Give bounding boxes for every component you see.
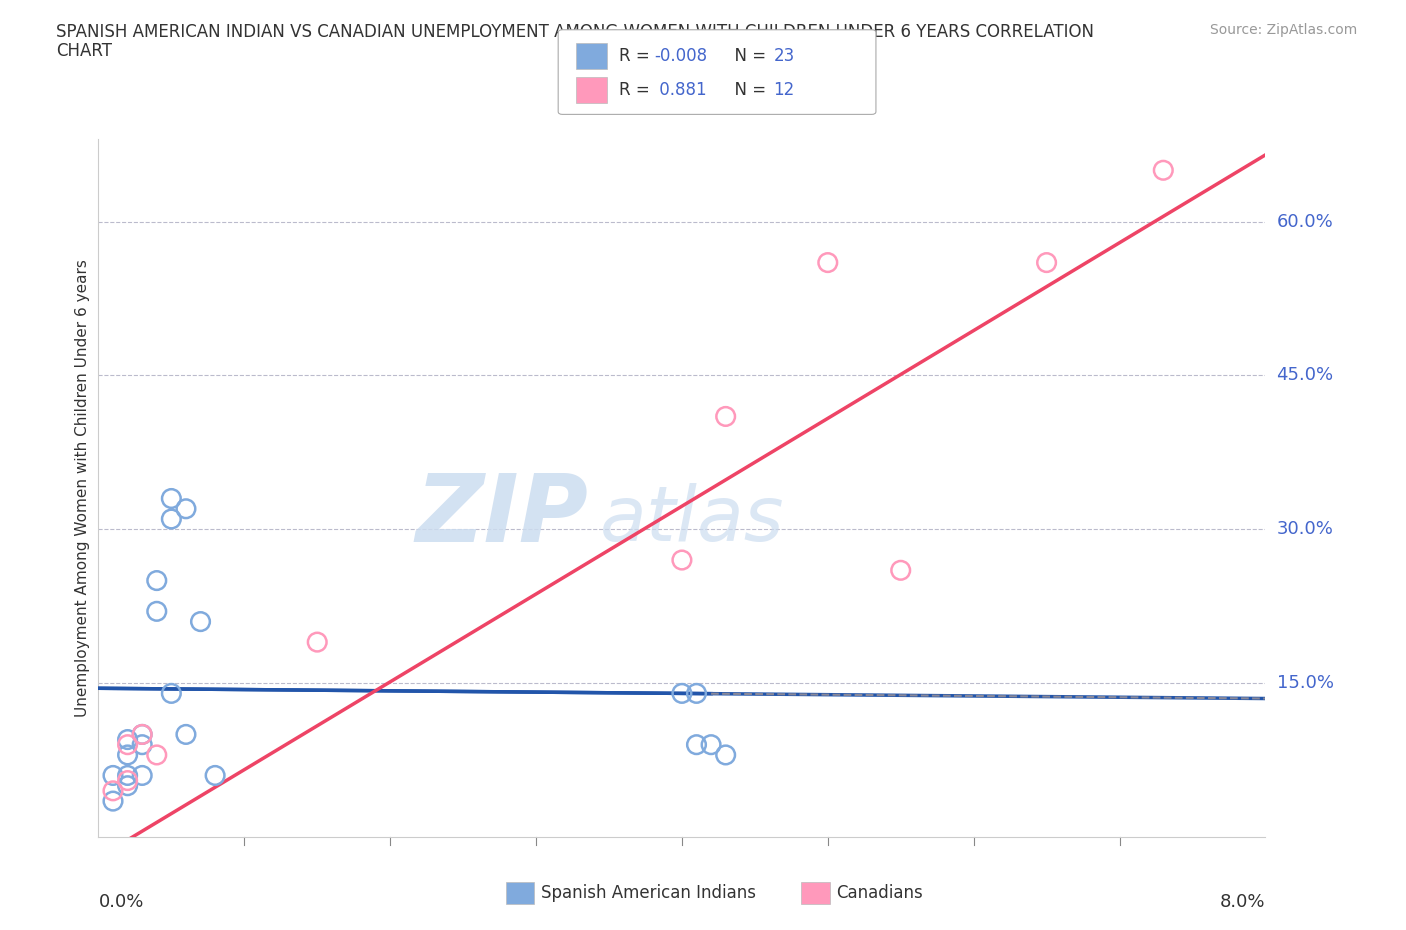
Text: N =: N = — [724, 46, 772, 65]
Point — [146, 604, 169, 618]
Point — [1152, 163, 1174, 178]
Point — [117, 737, 139, 752]
Point — [714, 748, 737, 763]
Point — [1035, 255, 1057, 270]
Point — [174, 501, 197, 516]
Point — [131, 737, 153, 752]
Text: 0.0%: 0.0% — [98, 894, 143, 911]
Point — [117, 768, 139, 783]
Point — [101, 768, 124, 783]
Point — [174, 727, 197, 742]
Text: atlas: atlas — [600, 483, 785, 557]
Text: 15.0%: 15.0% — [1277, 674, 1333, 692]
Text: 12: 12 — [773, 81, 794, 100]
Point — [685, 737, 707, 752]
Text: SPANISH AMERICAN INDIAN VS CANADIAN UNEMPLOYMENT AMONG WOMEN WITH CHILDREN UNDER: SPANISH AMERICAN INDIAN VS CANADIAN UNEM… — [56, 23, 1094, 41]
Text: Canadians: Canadians — [837, 884, 924, 902]
Point — [160, 512, 183, 526]
Point — [190, 614, 212, 629]
Text: 45.0%: 45.0% — [1277, 366, 1334, 384]
Text: 23: 23 — [773, 46, 794, 65]
Text: N =: N = — [724, 81, 772, 100]
Point — [146, 573, 169, 588]
Text: ZIP: ZIP — [416, 471, 589, 562]
Point — [890, 563, 912, 578]
Point — [685, 686, 707, 701]
Text: 30.0%: 30.0% — [1277, 520, 1333, 538]
Point — [117, 748, 139, 763]
Point — [117, 773, 139, 788]
Point — [131, 727, 153, 742]
Point — [671, 552, 693, 567]
Point — [671, 686, 693, 701]
Text: Spanish American Indians: Spanish American Indians — [541, 884, 756, 902]
Point — [817, 255, 839, 270]
Text: R =: R = — [619, 81, 655, 100]
Point — [204, 768, 226, 783]
Point — [714, 409, 737, 424]
Text: -0.008: -0.008 — [654, 46, 707, 65]
Text: CHART: CHART — [56, 42, 112, 60]
Point — [101, 793, 124, 808]
Text: R =: R = — [619, 46, 655, 65]
Point — [307, 634, 329, 649]
Text: 60.0%: 60.0% — [1277, 213, 1333, 231]
Point — [146, 748, 169, 763]
Text: 8.0%: 8.0% — [1220, 894, 1265, 911]
Point — [101, 783, 124, 798]
Point — [700, 737, 723, 752]
Point — [131, 727, 153, 742]
Point — [117, 732, 139, 747]
Y-axis label: Unemployment Among Women with Children Under 6 years: Unemployment Among Women with Children U… — [75, 259, 90, 717]
Point — [160, 491, 183, 506]
Point — [117, 778, 139, 793]
Text: 0.881: 0.881 — [654, 81, 706, 100]
Text: Source: ZipAtlas.com: Source: ZipAtlas.com — [1209, 23, 1357, 37]
Point — [160, 686, 183, 701]
Point — [131, 768, 153, 783]
